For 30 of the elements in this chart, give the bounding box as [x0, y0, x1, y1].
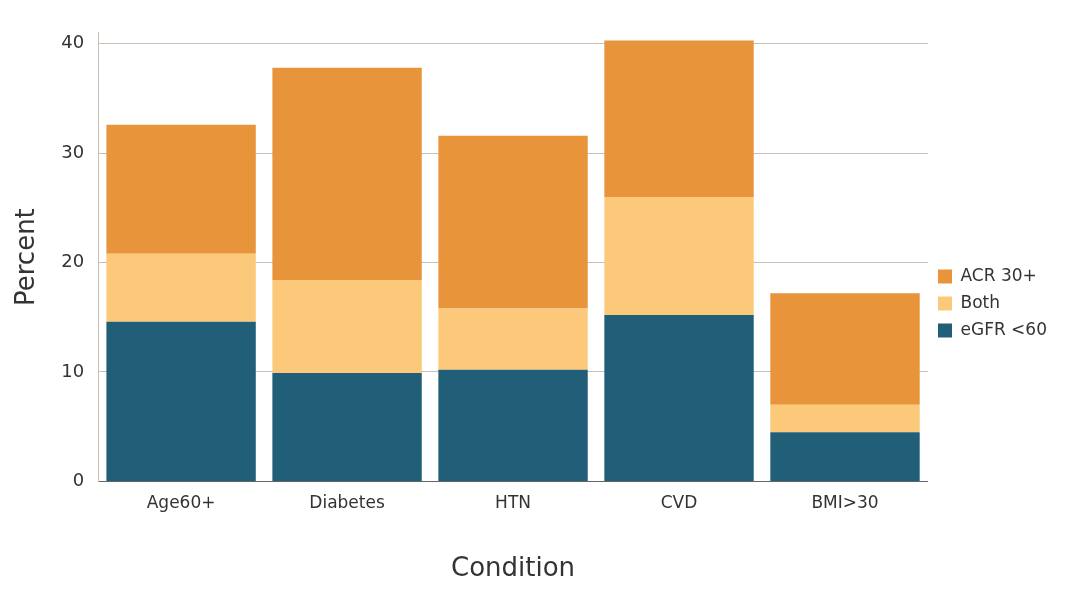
bar — [106, 124, 256, 254]
bar — [438, 308, 588, 370]
legend-label: eGFR <60 — [960, 318, 1048, 339]
x-tick-label: Diabetes — [309, 492, 385, 513]
bar — [770, 432, 920, 481]
bar — [272, 67, 422, 281]
y-tick-label: 10 — [61, 359, 85, 381]
bar — [438, 369, 588, 481]
y-tick-label: 0 — [72, 469, 85, 491]
legend-label: Both — [960, 291, 1001, 312]
x-tick-label: HTN — [495, 492, 531, 513]
bar — [770, 293, 920, 405]
bar — [438, 135, 588, 309]
bar — [604, 40, 754, 197]
y-tick-label: 30 — [61, 140, 85, 162]
y-tick-label: 40 — [61, 31, 85, 53]
bar — [272, 373, 422, 481]
bar — [272, 280, 422, 374]
legend-label: ACR 30+ — [960, 264, 1037, 285]
x-tick-label: Age60+ — [146, 492, 216, 513]
bar — [106, 253, 256, 322]
bar — [604, 315, 754, 481]
y-axis-title: Percent — [10, 208, 41, 307]
x-axis-title: Condition — [451, 552, 576, 583]
x-tick-label: BMI>30 — [811, 492, 879, 513]
y-tick-label: 20 — [61, 250, 85, 272]
bar — [770, 404, 920, 433]
bar — [106, 321, 256, 481]
bar — [604, 196, 754, 316]
x-tick-label: CVD — [660, 492, 698, 513]
